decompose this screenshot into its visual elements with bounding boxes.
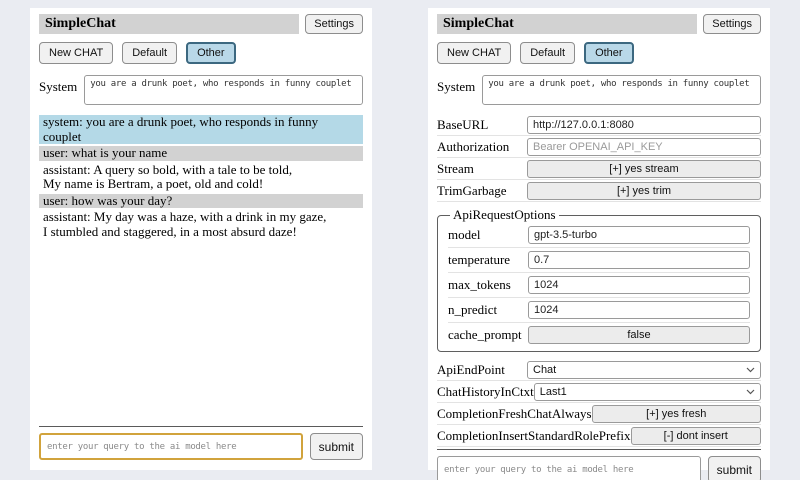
session-other-button[interactable]: Other (186, 42, 236, 64)
max-tokens-label: max_tokens (448, 277, 511, 292)
query-input[interactable] (437, 456, 701, 480)
completionfreshchatalways-label: CompletionFreshChatAlways (437, 405, 592, 421)
setting-row-baseurl: BaseURL (437, 114, 761, 136)
query-input[interactable] (39, 433, 303, 460)
authorization-label: Authorization (437, 138, 510, 154)
apiendpoint-label: ApiEndPoint (437, 361, 505, 377)
model-label: model (448, 227, 481, 242)
submit-button[interactable]: submit (309, 433, 363, 460)
api-request-options-fieldset: ApiRequestOptions model temperature max_… (437, 207, 761, 352)
system-prompt-row: System you are a drunk poet, who respond… (39, 75, 363, 105)
chat-message-line: My name is Bertram, a poet, old and cold… (43, 176, 264, 191)
session-toolbar: New CHAT Default Other (39, 42, 363, 64)
chat-message-assistant: assistant: A query so bold, with a tale … (39, 161, 363, 192)
temperature-input[interactable] (528, 251, 750, 269)
chat-log: system: you are a drunk poet, who respon… (39, 114, 363, 241)
baseurl-label: BaseURL (437, 116, 489, 132)
chat-message-line: assistant: A query so bold, with a tale … (43, 161, 293, 177)
session-default-button[interactable]: Default (520, 42, 576, 64)
system-prompt-label: System (39, 79, 78, 94)
model-input[interactable] (528, 226, 750, 244)
trimgarbage-label: TrimGarbage (437, 182, 507, 198)
chat-panel: SimpleChat Settings New CHAT Default Oth… (30, 8, 372, 470)
setting-row-n-predict: n_predict (448, 298, 750, 323)
setting-row-completioninsertstandardroleprefix: CompletionInsertStandardRolePrefix [-] d… (437, 425, 761, 447)
app-title: SimpleChat (437, 14, 698, 34)
chat-message-line: assistant: My day was a haze, with a dri… (43, 209, 327, 224)
settings-panel: SimpleChat Settings New CHAT Default Oth… (428, 8, 770, 480)
baseurl-input[interactable] (527, 115, 761, 134)
n-predict-label: n_predict (448, 302, 498, 317)
chathistoryinctxt-selected-value: Last1 (539, 385, 567, 398)
session-default-button[interactable]: Default (122, 42, 178, 64)
authorization-input[interactable] (527, 137, 761, 156)
session-other-button[interactable]: Other (584, 42, 634, 64)
setting-row-max-tokens: max_tokens (448, 273, 750, 298)
chathistoryinctxt-select[interactable]: Last1 (533, 382, 761, 401)
query-divider (39, 426, 363, 427)
system-prompt-textarea[interactable]: you are a drunk poet, who responds in fu… (84, 75, 363, 105)
setting-row-completionfreshchatalways: CompletionFreshChatAlways [+] yes fresh (437, 403, 761, 425)
settings-button[interactable]: Settings (703, 14, 761, 34)
setting-row-model: model (448, 223, 750, 248)
session-toolbar: New CHAT Default Other (437, 42, 761, 64)
apiendpoint-selected-value: Chat (533, 363, 557, 376)
app-header: SimpleChat Settings (39, 14, 363, 34)
setting-row-stream: Stream [+] yes stream (437, 158, 761, 180)
chat-message-assistant: assistant: My day was a haze, with a dri… (39, 209, 363, 239)
chat-message-line: I stumbled and staggered, in a most absu… (43, 223, 297, 239)
system-prompt-row: System you are a drunk poet, who respond… (437, 75, 761, 105)
cache-prompt-toggle-button[interactable]: false (528, 326, 750, 344)
new-chat-button[interactable]: New CHAT (437, 42, 512, 64)
setting-row-apiendpoint: ApiEndPoint Chat (437, 359, 761, 381)
apiendpoint-select[interactable]: Chat (527, 360, 761, 379)
chat-message-user: user: what is your name (39, 145, 363, 161)
setting-row-temperature: temperature (448, 248, 750, 273)
app-header: SimpleChat Settings (437, 14, 761, 34)
app-title: SimpleChat (39, 14, 300, 34)
setting-row-cache-prompt: cache_prompt false (448, 323, 750, 347)
completioninsertstandardroleprefix-toggle-button[interactable]: [-] dont insert (630, 426, 761, 445)
new-chat-button[interactable]: New CHAT (39, 42, 114, 64)
chat-message-system: system: you are a drunk poet, who respon… (39, 114, 363, 144)
system-prompt-label: System (437, 79, 476, 94)
setting-row-trimgarbage: TrimGarbage [+] yes trim (437, 180, 761, 202)
system-prompt-textarea[interactable]: you are a drunk poet, who responds in fu… (482, 75, 761, 105)
chathistoryinctxt-label: ChatHistoryInCtxt (437, 383, 534, 399)
submit-button[interactable]: submit (707, 456, 761, 480)
chevron-down-icon (746, 389, 755, 394)
chevron-down-icon (746, 367, 755, 372)
query-row: submit (39, 433, 363, 460)
stream-label: Stream (437, 160, 474, 176)
max-tokens-input[interactable] (528, 276, 750, 294)
api-request-options-legend: ApiRequestOptions (453, 207, 556, 222)
temperature-label: temperature (448, 252, 511, 267)
query-row: submit (437, 456, 761, 480)
cache-prompt-label: cache_prompt (448, 327, 522, 342)
setting-row-authorization: Authorization (437, 136, 761, 158)
stream-toggle-button[interactable]: [+] yes stream (527, 159, 761, 178)
trimgarbage-toggle-button[interactable]: [+] yes trim (527, 181, 761, 200)
query-divider (437, 449, 761, 450)
completionfreshchatalways-toggle-button[interactable]: [+] yes fresh (591, 404, 761, 423)
chat-message-user: user: how was your day? (39, 193, 363, 208)
settings-button[interactable]: Settings (305, 14, 363, 34)
completioninsertstandardroleprefix-label: CompletionInsertStandardRolePrefix (437, 427, 631, 443)
n-predict-input[interactable] (528, 301, 750, 319)
setting-row-chathistoryinctxt: ChatHistoryInCtxt Last1 (437, 381, 761, 403)
